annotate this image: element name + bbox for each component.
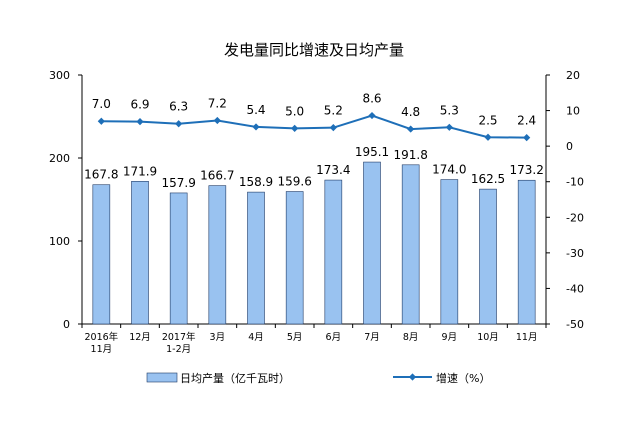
growth-point [97, 117, 105, 125]
bar [517, 179, 536, 325]
bar-data-label: 173.2 [509, 163, 543, 177]
right-tick-label: 0 [566, 140, 573, 153]
legend-bar-swatch [146, 372, 178, 383]
bar [131, 181, 149, 325]
bar-data-label: 157.9 [161, 176, 195, 190]
growth-data-label: 5.4 [246, 103, 265, 117]
growth-point [368, 111, 376, 120]
left-tick-label: 300 [49, 69, 70, 82]
right-tick-label: -30 [566, 247, 584, 260]
x-tick-label: 12月 [129, 332, 151, 343]
bar [285, 191, 304, 325]
x-tick-label: 10月 [477, 332, 499, 343]
growth-data-label: 2.4 [517, 114, 536, 128]
legend-bar-label: 日均产量（亿千瓦时） [180, 371, 290, 385]
growth-point [175, 120, 183, 128]
bar [169, 192, 188, 325]
bar [324, 179, 343, 325]
x-tick-label: 11月 [516, 332, 538, 343]
growth-point [252, 123, 260, 131]
x-tick-label: 2016年 [84, 331, 118, 343]
x-tick-label: 7月 [364, 332, 380, 343]
left-tick-label: 200 [49, 152, 70, 165]
x-tick-label: 1-2月 [166, 344, 191, 355]
x-tick-label: 6月 [326, 332, 342, 343]
right-tick-label: -40 [566, 282, 584, 295]
bar [401, 164, 420, 325]
chart-title: 发电量同比增速及日均产量 [224, 41, 404, 59]
bar [440, 179, 459, 325]
growth-point [484, 133, 492, 141]
growth-point [291, 124, 299, 132]
x-tick-label: 3月 [210, 332, 226, 343]
x-tick-label: 5月 [287, 332, 303, 343]
bar [479, 188, 497, 325]
right-tick-label: 20 [566, 69, 580, 82]
bar-data-label: 167.8 [84, 168, 118, 182]
bar-data-label: 162.5 [471, 172, 505, 186]
growth-point [213, 116, 221, 125]
growth-data-label: 5.0 [285, 104, 304, 118]
legend-line-label: 增速（%） [436, 371, 490, 385]
growth-data-label: 6.9 [130, 98, 149, 112]
x-tick-label: 4月 [248, 332, 264, 343]
right-tick-label: -20 [566, 211, 584, 224]
bar-data-label: 173.4 [316, 163, 350, 177]
growth-point [407, 125, 415, 133]
growth-data-label: 7.0 [92, 97, 111, 111]
x-tick-label: 2017年 [162, 331, 196, 343]
growth-line [101, 114, 527, 139]
left-tick-label: 0 [63, 318, 70, 331]
growth-data-label: 8.6 [362, 92, 381, 106]
bar-data-label: 191.8 [393, 148, 427, 162]
growth-point [136, 117, 144, 126]
bar [208, 185, 227, 325]
right-tick-label: 10 [566, 105, 580, 118]
bar [92, 184, 111, 325]
bar-data-label: 195.1 [355, 145, 389, 159]
left-tick-label: 100 [49, 235, 70, 248]
right-tick-label: -10 [566, 176, 584, 189]
right-tick-label: -50 [566, 318, 584, 331]
growth-data-label: 6.3 [169, 100, 188, 114]
bar [247, 191, 265, 325]
bar-data-label: 158.9 [239, 175, 273, 189]
growth-data-label: 2.5 [478, 113, 497, 127]
growth-data-label: 4.8 [401, 105, 420, 119]
growth-data-label: 5.3 [440, 103, 459, 117]
legend-line-marker [408, 373, 417, 381]
growth-point [523, 134, 531, 142]
growth-point [329, 124, 337, 132]
bar-data-label: 171.9 [123, 164, 157, 178]
bar-data-label: 174.0 [432, 163, 466, 177]
bar-data-label: 166.7 [200, 169, 234, 183]
growth-data-label: 7.2 [208, 97, 227, 111]
x-tick-label: 11月 [91, 344, 113, 355]
growth-point [445, 123, 453, 131]
bar [363, 161, 381, 325]
bar-data-label: 159.6 [277, 175, 311, 189]
x-tick-label: 9月 [442, 332, 458, 343]
x-tick-label: 8月 [403, 332, 419, 343]
growth-data-label: 5.2 [324, 104, 343, 118]
